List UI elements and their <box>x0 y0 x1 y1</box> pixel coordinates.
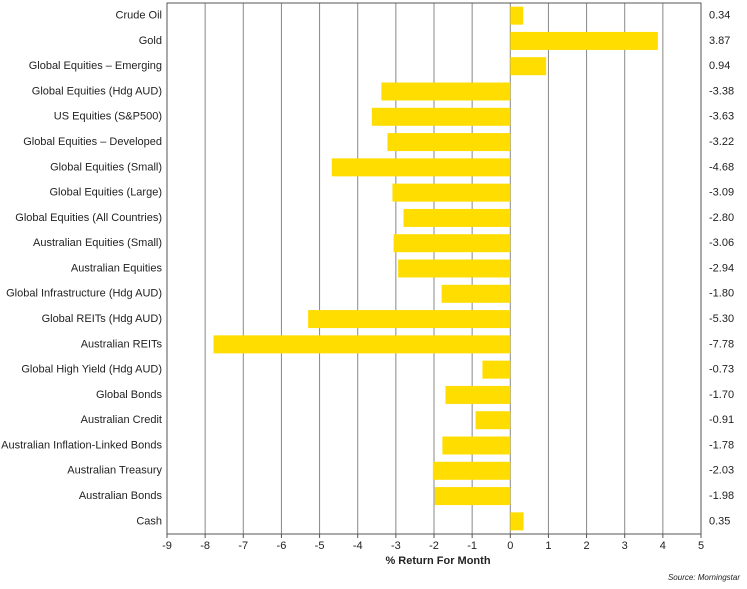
value-label: -3.63 <box>709 111 734 123</box>
value-label: 0.94 <box>709 60 730 72</box>
value-label: -0.91 <box>709 414 734 426</box>
bar <box>510 6 524 25</box>
value-label: 0.35 <box>709 515 730 527</box>
value-label: -1.80 <box>709 288 734 300</box>
category-label: Australian REITs <box>81 338 163 350</box>
bar <box>445 385 511 404</box>
value-label: -0.73 <box>709 364 734 376</box>
value-label: -2.94 <box>709 262 734 274</box>
bar <box>381 82 511 101</box>
x-tick-label: 0 <box>507 540 513 552</box>
value-label: -3.38 <box>709 85 734 97</box>
bar <box>475 411 511 430</box>
bar <box>387 133 511 152</box>
category-label: Gold <box>139 35 162 47</box>
value-label: -1.78 <box>709 439 734 451</box>
bar <box>510 57 547 76</box>
category-label: Global Equities (Small) <box>50 161 162 173</box>
x-tick-label: -2 <box>429 540 439 552</box>
x-tick-label: -1 <box>467 540 477 552</box>
category-label: Australian Credit <box>81 414 162 426</box>
value-label: -3.06 <box>709 237 734 249</box>
category-label: Australian Inflation-Linked Bonds <box>1 439 162 451</box>
value-label: -1.70 <box>709 389 734 401</box>
category-label: Global Bonds <box>96 389 163 401</box>
category-label: Global Infrastructure (Hdg AUD) <box>6 288 162 300</box>
bar <box>403 208 511 227</box>
source-note: Source: Morningstar <box>668 573 740 582</box>
value-label: -4.68 <box>709 161 734 173</box>
category-label: Global Equities (Large) <box>49 187 162 199</box>
bar <box>434 487 511 506</box>
x-tick-label: 1 <box>545 540 551 552</box>
category-label: Cash <box>136 515 162 527</box>
bar <box>482 360 511 379</box>
x-tick-label: 2 <box>584 540 590 552</box>
bar <box>510 512 524 531</box>
category-label: US Equities (S&P500) <box>54 111 162 123</box>
x-tick-label: -4 <box>353 540 363 552</box>
x-axis-title: % Return For Month <box>385 555 490 567</box>
category-label: Australian Treasury <box>67 465 162 477</box>
bar <box>371 107 511 126</box>
x-tick-label: 4 <box>660 540 666 552</box>
x-tick-label: -9 <box>162 540 172 552</box>
bar <box>398 259 511 278</box>
x-tick-label: -8 <box>200 540 210 552</box>
bar <box>308 310 511 329</box>
bar <box>442 436 511 455</box>
x-tick-label: -6 <box>277 540 287 552</box>
bar <box>331 158 511 177</box>
value-label: -3.09 <box>709 187 734 199</box>
category-label: Global High Yield (Hdg AUD) <box>21 364 162 376</box>
value-label: -2.03 <box>709 465 734 477</box>
bar <box>432 461 511 480</box>
value-label: -7.78 <box>709 338 734 350</box>
x-tick-label: 3 <box>622 540 628 552</box>
value-label: 0.34 <box>709 10 730 22</box>
bar <box>392 183 511 202</box>
category-label: Australian Equities (Small) <box>33 237 162 249</box>
value-label: -1.98 <box>709 490 734 502</box>
category-label: Global Equities – Emerging <box>29 60 162 72</box>
category-label: Global Equities – Developed <box>23 136 162 148</box>
category-label: Global Equities (Hdg AUD) <box>32 85 162 97</box>
bar <box>510 31 658 50</box>
value-label: -2.80 <box>709 212 734 224</box>
category-label: Global Equities (All Countries) <box>15 212 162 224</box>
bar <box>441 284 511 303</box>
category-label: Global REITs (Hdg AUD) <box>42 313 162 325</box>
category-label: Crude Oil <box>116 10 162 22</box>
x-tick-label: 5 <box>698 540 704 552</box>
value-label: 3.87 <box>709 35 730 47</box>
category-label: Australian Bonds <box>79 490 163 502</box>
x-tick-label: -3 <box>391 540 401 552</box>
plot-frame <box>166 2 702 535</box>
value-label: -3.22 <box>709 136 734 148</box>
category-label: Australian Equities <box>71 262 163 274</box>
bar <box>393 234 511 253</box>
x-tick-label: -5 <box>315 540 325 552</box>
value-label: -5.30 <box>709 313 734 325</box>
bar <box>213 335 511 354</box>
x-tick-label: -7 <box>238 540 248 552</box>
